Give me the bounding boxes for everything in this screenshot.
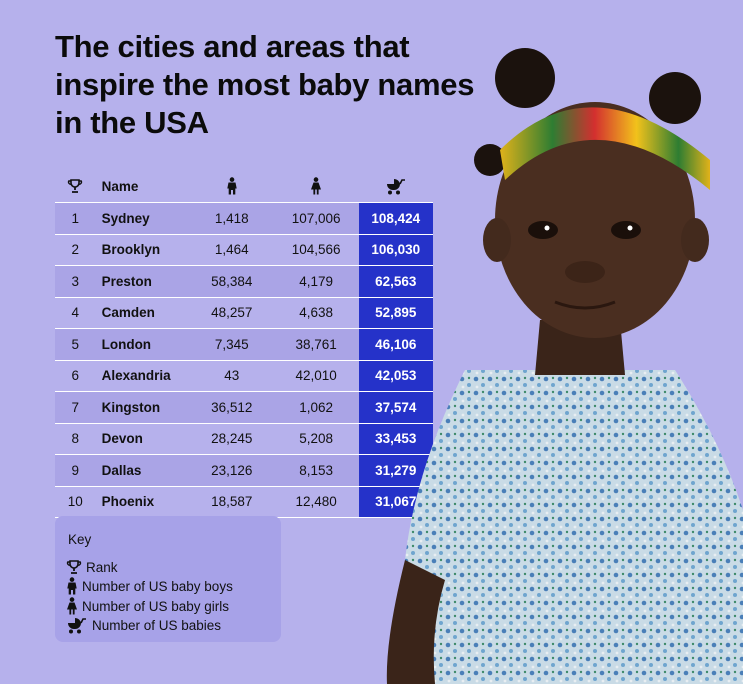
boys-cell: 48,257: [189, 297, 274, 329]
rank-cell: 10: [55, 486, 96, 518]
girls-cell: 42,010: [273, 360, 359, 392]
total-cell: 42,053: [358, 360, 433, 392]
rank-cell: 7: [55, 391, 96, 424]
girls-cell: 104,566: [273, 234, 359, 266]
girls-cell: 8,153: [273, 454, 359, 487]
key-title: Key: [68, 532, 92, 547]
boys-cell: 58,384: [189, 265, 274, 298]
table-row: 10 Phoenix 18,587 12,480 31,067: [55, 486, 433, 518]
rankings-table: Name 1 Sydney 1,418 107,006 108,424: [55, 170, 433, 518]
rank-cell: 4: [55, 297, 96, 329]
table-row: 9 Dallas 23,126 8,153 31,279: [55, 454, 433, 487]
total-cell: 108,424: [358, 202, 433, 235]
girl-icon: [66, 597, 78, 615]
key-label: Number of US babies: [92, 617, 222, 633]
name-cell: Camden: [95, 297, 190, 329]
girls-cell: 4,179: [273, 265, 359, 298]
boy-icon: [66, 577, 78, 595]
key-label: Rank: [86, 559, 118, 575]
rank-cell: 5: [55, 328, 96, 361]
name-cell: Devon: [95, 423, 190, 455]
table-row: 8 Devon 28,245 5,208 33,453: [55, 423, 433, 455]
total-cell: 37,574: [358, 391, 433, 424]
rank-cell: 1: [55, 202, 96, 235]
name-cell: Brooklyn: [95, 234, 190, 266]
table-row: 7 Kingston 36,512 1,062 37,574: [55, 391, 433, 424]
rank-cell: 9: [55, 454, 96, 487]
table-row: 5 London 7,345 38,761 46,106: [55, 328, 433, 361]
header-boys: [190, 170, 274, 203]
table-row: 6 Alexandria 43 42,010 42,053: [55, 360, 433, 392]
table-row: 3 Preston 58,384 4,179 62,563: [55, 265, 433, 298]
table-row: 4 Camden 48,257 4,638 52,895: [55, 297, 433, 329]
toddler-photo: [386, 48, 743, 684]
girls-cell: 4,638: [273, 297, 359, 329]
rank-cell: 2: [55, 234, 96, 266]
total-cell: 33,453: [358, 423, 433, 455]
boys-cell: 1,464: [189, 234, 274, 266]
boys-cell: 28,245: [189, 423, 274, 455]
trophy-icon: [67, 178, 83, 194]
total-cell: 46,106: [358, 328, 433, 361]
key-item-girls: Number of US baby girls: [66, 597, 229, 615]
name-cell: Sydney: [95, 202, 190, 235]
boys-cell: 18,587: [189, 486, 274, 518]
total-cell: 52,895: [358, 297, 433, 329]
key-item-rank: Rank: [66, 559, 118, 575]
girls-cell: 5,208: [273, 423, 359, 455]
key-item-total: Number of US babies: [66, 616, 221, 634]
boy-icon: [226, 177, 238, 195]
name-cell: Kingston: [95, 391, 190, 424]
rank-cell: 6: [55, 360, 96, 392]
table-header-row: Name: [55, 170, 433, 203]
boys-cell: 7,345: [189, 328, 274, 361]
boys-cell: 43: [189, 360, 274, 392]
girl-icon: [310, 177, 322, 195]
boys-cell: 23,126: [189, 454, 274, 487]
page-title: The cities and areas that inspire the mo…: [55, 29, 475, 140]
total-cell: 106,030: [358, 234, 433, 266]
trophy-icon: [66, 559, 82, 575]
key-label: Number of US baby girls: [82, 598, 230, 614]
key-item-boys: Number of US baby boys: [66, 577, 233, 595]
table-row: 2 Brooklyn 1,464 104,566 106,030: [55, 234, 433, 266]
girls-cell: 12,480: [273, 486, 359, 518]
header-name: Name: [101, 178, 139, 194]
girls-cell: 38,761: [273, 328, 359, 361]
key-label: Number of US baby boys: [82, 578, 233, 594]
stroller-icon: [66, 616, 88, 634]
boys-cell: 36,512: [189, 391, 274, 424]
total-cell: 62,563: [358, 265, 433, 298]
rank-cell: 8: [55, 423, 96, 455]
name-cell: London: [95, 328, 190, 361]
girls-cell: 1,062: [273, 391, 359, 424]
rank-cell: 3: [55, 265, 96, 298]
name-cell: Dallas: [95, 454, 190, 487]
header-rank: [55, 170, 96, 203]
key-legend: Key Rank Number of US baby boys Number o…: [55, 516, 281, 642]
total-cell: 31,279: [358, 454, 433, 487]
name-cell: Preston: [95, 265, 190, 298]
name-cell: Alexandria: [95, 360, 190, 392]
table-row: 1 Sydney 1,418 107,006 108,424: [55, 202, 433, 235]
girls-cell: 107,006: [273, 202, 359, 235]
header-girls: [274, 170, 359, 203]
boys-cell: 1,418: [189, 202, 274, 235]
name-cell: Phoenix: [95, 486, 190, 518]
